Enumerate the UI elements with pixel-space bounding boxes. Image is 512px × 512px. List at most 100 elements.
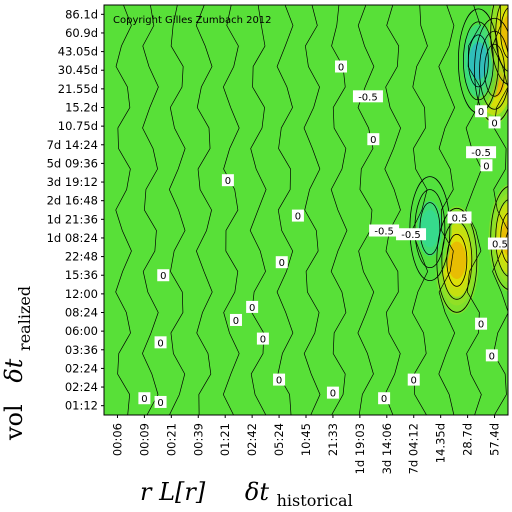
contour-label-bg <box>447 211 472 224</box>
contour-label-bg <box>369 224 400 237</box>
y-axis-title: vol δt realized <box>0 286 34 441</box>
contour-label-bg <box>466 146 497 159</box>
contour-label-bg <box>480 159 493 172</box>
contour-line <box>276 5 294 415</box>
x-tick-label: 00:21 <box>164 423 178 456</box>
contour-label-bg <box>154 395 167 408</box>
contour-label: 0 <box>141 394 147 405</box>
y-tick-label: 21.55d <box>58 82 98 96</box>
x-tick-label: 14.35d <box>434 423 448 463</box>
y-tick-label: 01:12 <box>65 399 98 413</box>
x-tick-label: 1d 19:03 <box>353 423 367 474</box>
contour-label-bg <box>221 174 234 187</box>
y-tick-label: 43.05d <box>58 45 98 59</box>
contour-ring <box>446 233 468 287</box>
contour-line <box>168 5 186 415</box>
heat-blob <box>501 14 508 51</box>
contour-line <box>330 5 348 415</box>
x-tick-label: 00:39 <box>191 423 205 456</box>
x-axis-ticks: 00:06 00:09 00:21 00:39 01:21 02:42 05:24 10:45… <box>110 415 502 474</box>
contour-label: 0 <box>381 394 387 405</box>
x-tick-label: 00:09 <box>137 423 151 456</box>
contour-label-bg <box>335 60 348 73</box>
contour-line <box>303 5 321 415</box>
contour-line <box>195 5 213 415</box>
contour-label: 0 <box>160 271 166 282</box>
contour-label-bg <box>352 90 383 103</box>
contour-label-bg <box>407 373 420 386</box>
contour-label: 0 <box>276 376 282 387</box>
contour-label: 0 <box>411 376 417 387</box>
x-tick-label: 21:33 <box>326 423 340 456</box>
contour-label: 0.5 <box>492 240 508 251</box>
contour-label-bg <box>256 332 269 345</box>
y-tick-label: 86.1d <box>65 7 98 21</box>
contour-label-bg <box>273 373 286 386</box>
contour-label: 0 <box>491 118 497 129</box>
y-tick-label: 02:24 <box>65 380 98 394</box>
x-tick-label: 3d 14:06 <box>380 423 394 474</box>
contour-label: -0.5 <box>358 92 378 103</box>
y-tick-label: 15.2d <box>65 101 98 115</box>
contour-line <box>465 5 482 415</box>
contour-label: 0 <box>338 63 344 74</box>
y-tick-label: 1d 08:24 <box>47 231 98 245</box>
y-tick-label: 3d 19:12 <box>47 175 98 189</box>
contour-label: 0 <box>157 338 163 349</box>
x-tick-label: 05:24 <box>272 423 286 456</box>
contour-line <box>384 5 401 415</box>
contour-label: -0.5 <box>401 230 421 241</box>
contour-line <box>357 5 375 415</box>
y-tick-label: 06:00 <box>65 324 98 338</box>
contour-label-bg <box>138 392 151 405</box>
x-tick-label: 00:06 <box>110 423 124 456</box>
y-tick-label: 7d 14:24 <box>47 138 98 152</box>
contour-label: 0 <box>370 135 376 146</box>
contour-label-bg <box>487 237 508 250</box>
contour-label-bg <box>396 228 427 241</box>
y-axis-label-left: vol <box>0 404 28 441</box>
contour-ring <box>484 43 505 97</box>
contour-line <box>411 5 429 415</box>
y-tick-label: 08:24 <box>65 306 98 320</box>
contour-label: 0 <box>225 176 231 187</box>
contour-line <box>115 5 132 415</box>
contour-label-bg <box>291 209 304 222</box>
x-axis-title: r L[r] δt historical <box>140 478 353 510</box>
y-tick-label: 10.75d <box>58 119 98 133</box>
contour-line <box>438 5 456 415</box>
x-tick-label: 7d 04:12 <box>407 423 421 474</box>
contour-label-bg <box>488 116 501 129</box>
contour-label-bg <box>229 313 242 326</box>
y-tick-label: 60.9d <box>65 26 98 40</box>
y-tick-label: 30.45d <box>58 63 98 77</box>
x-axis-label-sub: historical <box>277 491 353 510</box>
x-tick-label: 02:42 <box>245 423 259 456</box>
contour-ring <box>495 5 508 72</box>
y-tick-label: 1d 21:36 <box>47 212 98 226</box>
contour-label-bg <box>326 386 339 399</box>
contour-label: 0 <box>249 303 255 314</box>
copyright-text: Copyright Gilles Zumbach 2012 <box>113 15 272 26</box>
svg-text:vol δt realized: vol δt realized <box>0 286 34 441</box>
y-tick-label: 22:48 <box>65 250 98 264</box>
y-tick-label: 02:24 <box>65 361 98 375</box>
contour-label-bg <box>154 336 167 349</box>
contour-line <box>222 5 240 415</box>
contour-label: -0.5 <box>471 148 491 159</box>
contour-label: 0 <box>157 398 163 409</box>
contour-label: 0 <box>483 161 489 172</box>
contour-line <box>249 5 267 415</box>
x-axis-label-main: δt <box>245 478 269 506</box>
y-axis-ticks: 86.1d 60.9d 43.05d 30.45d 21.55d 15.2d 10.75d 7… <box>47 7 104 413</box>
y-tick-label: 5d 09:36 <box>47 156 98 170</box>
contour-label: 0 <box>279 258 285 269</box>
contour-label: 0.5 <box>452 213 468 224</box>
y-tick-label: 03:36 <box>65 343 98 357</box>
x-tick-label: 01:21 <box>218 423 232 456</box>
contour-label: 0 <box>478 320 484 331</box>
contour-label: 0 <box>295 212 301 223</box>
